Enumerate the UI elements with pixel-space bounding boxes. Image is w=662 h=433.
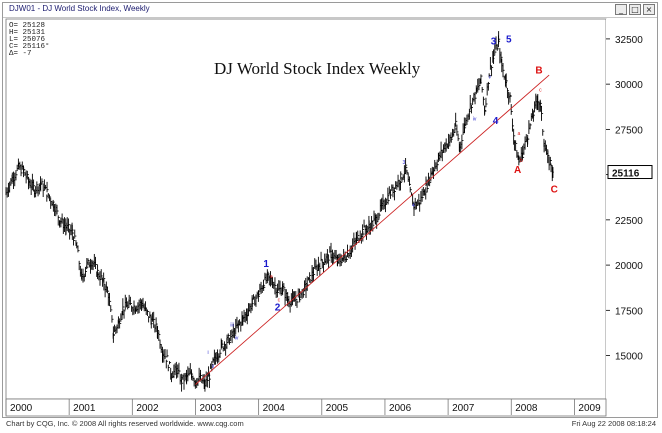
x-tick-label: 2008 [515,403,538,414]
wave-label: iv [235,335,239,341]
copyright-footer: Chart by CQG, Inc. © 2008 All rights res… [6,419,244,428]
wave-label: iv [473,116,477,122]
wave-label: 5 [506,35,512,46]
wave-label: A [514,165,521,176]
x-tick-label: 2002 [136,403,159,414]
ohlc-stat: O= 25128 [9,22,45,30]
wave-label: B [535,65,542,76]
wave-label: 4 [493,116,499,127]
wave-label: b [520,158,523,164]
y-axis-panel [606,19,655,399]
maximize-button[interactable]: □ [629,4,641,15]
x-tick-label: 2000 [10,403,33,414]
x-tick-label: 2004 [263,403,286,414]
last-value-marker: 25116 [607,165,653,180]
wave-label: 2 [275,302,281,313]
y-tick-label: 27500 [615,125,643,136]
window-title: DJW01 - DJ World Stock Index, Weekly [9,4,150,13]
minimize-button[interactable]: _ [615,4,627,15]
chart-title: DJ World Stock Index Weekly [214,59,421,78]
x-tick-label: 2003 [199,403,222,414]
trend-line [195,74,550,385]
y-tick-label: 20000 [615,261,643,272]
ohlc-stat: L= 25076 [9,36,46,44]
x-tick-label: 2009 [578,403,601,414]
wave-label: 4 [412,203,415,209]
timestamp-footer: Fri Aug 22 2008 08:18:24 [571,419,656,428]
y-tick-label: 22500 [615,216,643,227]
wave-label: ii [212,364,214,370]
wave-label: i [208,350,209,356]
wave-label: a [270,274,273,280]
wave-label: iii [230,323,233,329]
x-axis-ticks: 2000 2001 2002 2003 2004 2005 2006 2007 2008 2009 [5,399,601,415]
wave-label: 3 [491,36,497,47]
ohlc-stat: Δ= -7 [9,50,32,58]
y-tick-label: 32500 [615,35,643,46]
wave-label: 1 [263,259,269,270]
wave-label: C [551,185,558,196]
wave-label: a [517,131,520,137]
y-tick-label: 30000 [615,80,643,91]
y-tick-label: 17500 [615,306,643,317]
wave-label: v [489,75,492,81]
x-tick-label: 2006 [389,403,412,414]
x-tick-label: 2007 [452,403,475,414]
ohlc-stat: H= 25131 [9,29,46,37]
price-bars [5,31,554,392]
window-titlebar[interactable]: DJW01 - DJ World Stock Index, Weekly _ □… [3,3,657,18]
x-tick-label: 2005 [326,403,349,414]
wave-label: c [278,297,281,303]
close-button[interactable]: × [643,4,655,15]
y-tick-label: 15000 [615,352,643,363]
last-value-label: 25116 [612,169,640,180]
wave-label: c [539,87,542,93]
wave-label: 3 [403,160,406,166]
ohlc-stat: C= 25116° [9,42,50,51]
x-tick-label: 2001 [73,403,96,414]
